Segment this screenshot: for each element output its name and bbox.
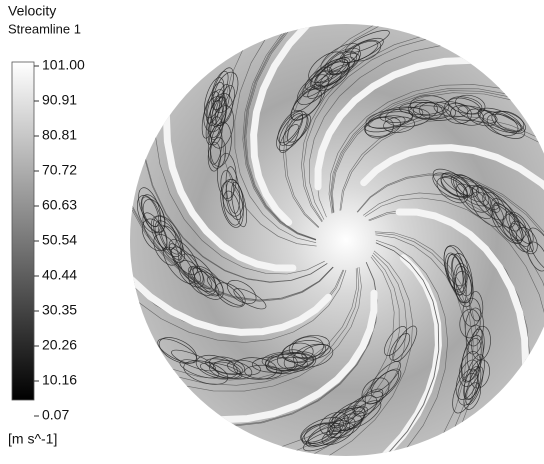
tick-label: 40.44 (42, 267, 77, 283)
tick-label: 30.35 (42, 302, 77, 318)
tick-label: 70.72 (42, 162, 77, 178)
tick-label: 10.16 (42, 372, 77, 388)
legend-unit: [m s^-1] (8, 431, 57, 447)
tick-label: 50.54 (42, 232, 77, 248)
tick-label: 101.00 (42, 57, 85, 73)
tick-label: 60.63 (42, 197, 77, 213)
legend-title: Velocity (8, 3, 56, 19)
visualization: Velocity Streamline 1 [m s^-1] 101.00 90.… (0, 0, 544, 464)
legend-subtitle: Streamline 1 (8, 21, 81, 36)
tick-label: 0.07 (42, 407, 69, 423)
color-bar (12, 62, 34, 400)
tick-label: 90.91 (42, 92, 77, 108)
tick-label: 80.81 (42, 127, 77, 143)
tick-label: 20.26 (42, 337, 77, 353)
screenshot: Velocity Streamline 1 [m s^-1] 101.00 90.… (0, 0, 544, 464)
